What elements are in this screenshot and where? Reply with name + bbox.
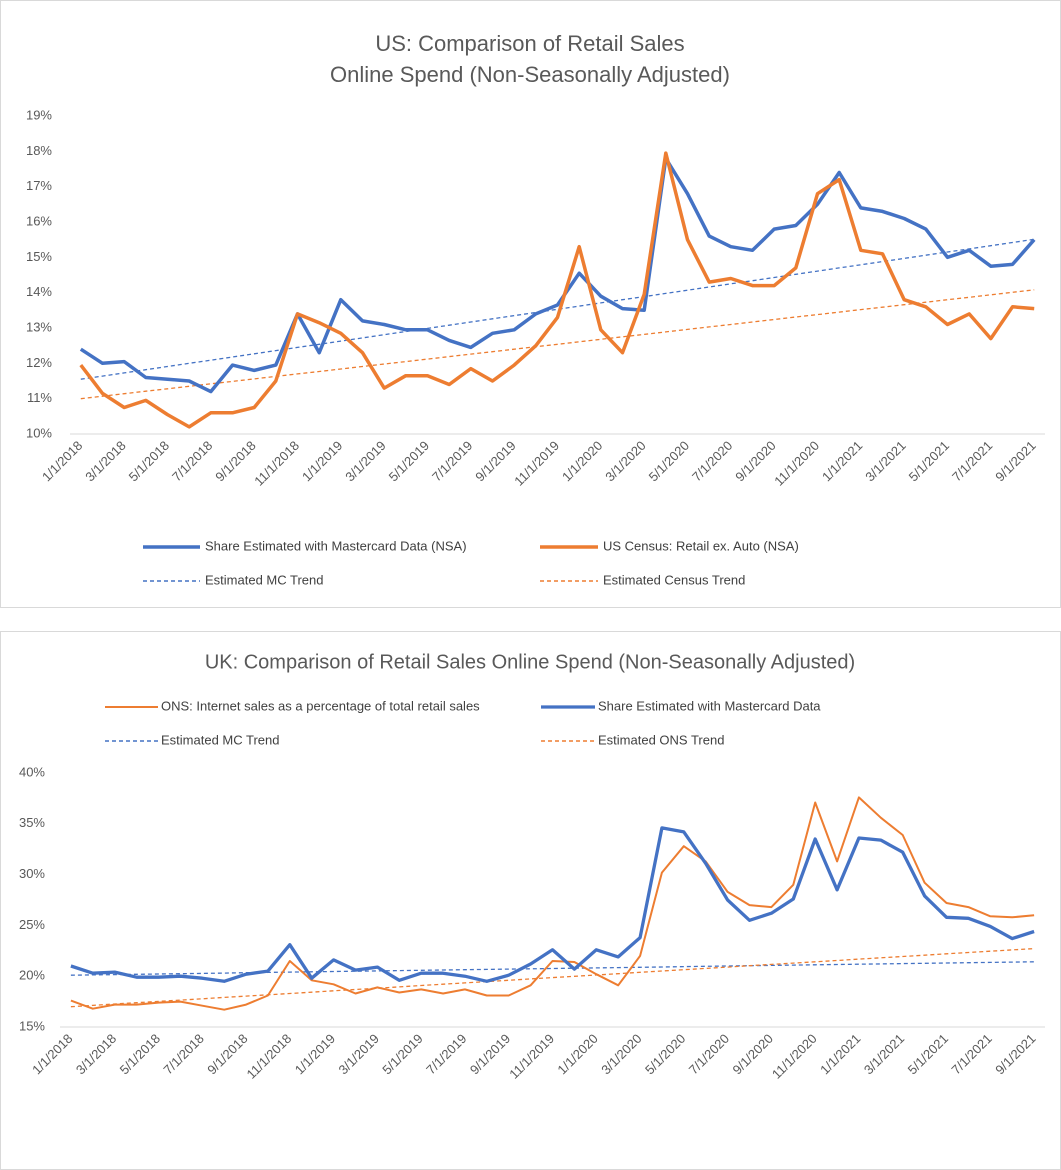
legend-label: ONS: Internet sales as a percentage of t… xyxy=(161,698,480,713)
series-line xyxy=(79,156,1036,394)
chart-title: US: Comparison of Retail Sales xyxy=(375,31,684,56)
series-line xyxy=(70,796,1035,1011)
series-line xyxy=(80,289,1035,400)
y-tick-label: 18% xyxy=(26,143,52,158)
series-line xyxy=(70,826,1035,983)
legend-label: US Census: Retail ex. Auto (NSA) xyxy=(603,538,799,553)
chart-title: UK: Comparison of Retail Sales Online Sp… xyxy=(205,651,855,673)
legend-label: Estimated MC Trend xyxy=(161,732,280,747)
y-tick-label: 15% xyxy=(19,1018,45,1033)
y-tick-label: 15% xyxy=(26,249,52,264)
y-tick-label: 40% xyxy=(19,764,45,779)
y-tick-label: 13% xyxy=(26,319,52,334)
series-line xyxy=(79,151,1035,429)
legend-label: Estimated Census Trend xyxy=(603,572,745,587)
y-tick-label: 10% xyxy=(26,425,52,440)
legend-label: Estimated ONS Trend xyxy=(598,732,724,747)
y-tick-label: 17% xyxy=(26,178,52,193)
y-tick-label: 12% xyxy=(26,355,52,370)
y-tick-label: 30% xyxy=(19,866,45,881)
y-tick-label: 11% xyxy=(27,390,52,405)
chart-frame xyxy=(0,0,1061,608)
legend-label: Estimated MC Trend xyxy=(205,572,324,587)
y-tick-label: 25% xyxy=(19,917,45,932)
y-tick-label: 14% xyxy=(26,284,52,299)
legend-label: Share Estimated with Mastercard Data (NS… xyxy=(205,538,467,553)
y-tick-label: 19% xyxy=(26,107,52,122)
y-tick-label: 20% xyxy=(19,968,45,983)
legend-label: Share Estimated with Mastercard Data xyxy=(598,698,821,713)
y-tick-label: 35% xyxy=(19,815,45,830)
chart-subtitle: Online Spend (Non-Seasonally Adjusted) xyxy=(330,62,730,87)
y-tick-label: 16% xyxy=(26,213,52,228)
chart-frame xyxy=(0,631,1061,1170)
